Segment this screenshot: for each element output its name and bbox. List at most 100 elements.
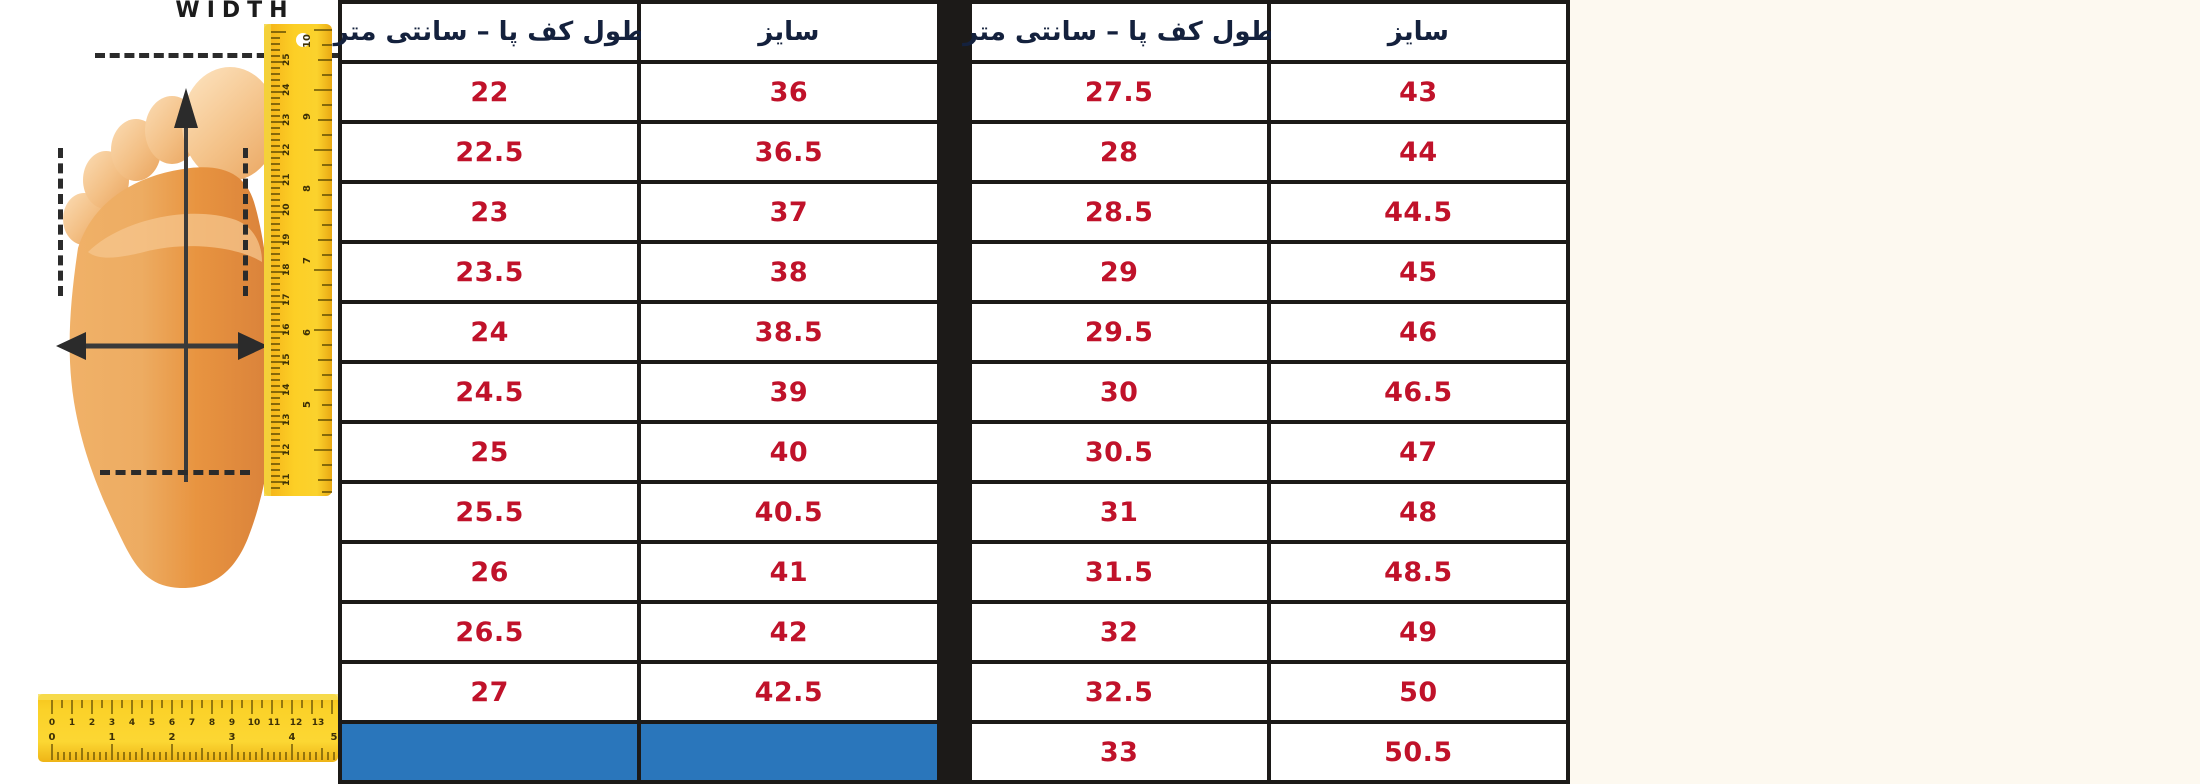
svg-text:6: 6 (169, 718, 175, 728)
cell-size: 48 (1270, 484, 1566, 540)
svg-text:12: 12 (290, 718, 303, 728)
cell-size: 38 (641, 244, 937, 300)
cell-size: 37 (641, 184, 937, 240)
svg-text:17: 17 (282, 293, 292, 306)
table-row: 23 37 (342, 184, 937, 240)
cell-size: 36 (641, 64, 937, 120)
vertical-ruler-icon: 25 24 23 22 21 20 19 18 17 16 15 14 13 1… (264, 24, 332, 496)
table-row: 31.5 48.5 (971, 544, 1566, 600)
cell-foot-length: 24.5 (342, 364, 638, 420)
cell-foot-length: 23 (342, 184, 638, 240)
cell-foot-length: 31.5 (971, 544, 1267, 600)
cell-foot-length: 30.5 (971, 424, 1267, 480)
foot-sole-icon (56, 67, 278, 589)
svg-text:15: 15 (282, 353, 292, 366)
width-label: WIDTH (175, 0, 295, 23)
foot-graphic (40, 52, 340, 672)
table-header-row: طول کف پا – سانتی متر سایز (963, 4, 1566, 60)
cell-size: 48.5 (1270, 544, 1566, 600)
svg-text:4: 4 (129, 718, 135, 728)
table-row: 30.5 47 (971, 424, 1566, 480)
svg-text:19: 19 (282, 233, 292, 246)
cell-size: 45 (1270, 244, 1566, 300)
cell-size: 40.5 (641, 484, 937, 540)
header-size: سایز (641, 4, 937, 60)
table-row: 22 36 (342, 64, 937, 120)
cell-foot-length: 25 (342, 424, 638, 480)
cell-foot-length: 32.5 (971, 664, 1267, 720)
svg-text:23: 23 (282, 113, 292, 126)
cell-foot-length: 28.5 (971, 184, 1267, 240)
cell-size: 42.5 (641, 664, 937, 720)
table-row: 29 45 (971, 244, 1566, 300)
table-row: 28.5 44.5 (971, 184, 1566, 240)
cell-size: 41 (641, 544, 937, 600)
svg-text:14: 14 (282, 383, 292, 396)
cell-size: 46 (1270, 304, 1566, 360)
cell-foot-length: 30 (971, 364, 1267, 420)
svg-text:8: 8 (302, 185, 313, 192)
svg-text:0: 0 (49, 718, 55, 728)
size-table-left: طول کف پا – سانتی متر سایز 22 36 22.5 36.5 23 3… (334, 0, 941, 784)
table-row: 31 48 (971, 484, 1566, 540)
heel-guide-dashed-line (100, 470, 250, 475)
highlight-cell (342, 724, 638, 780)
toe-guide-dashed-line (95, 53, 355, 58)
svg-text:1: 1 (69, 718, 75, 728)
svg-text:3: 3 (109, 718, 115, 728)
highlight-cell (641, 724, 937, 780)
table-row: 29.5 46 (971, 304, 1566, 360)
svg-text:0: 0 (49, 732, 56, 743)
table-row: 27.5 43 (971, 64, 1566, 120)
header-foot-length: طول کف پا – سانتی متر (334, 4, 646, 60)
svg-text:5: 5 (302, 401, 313, 408)
svg-text:7: 7 (302, 257, 313, 264)
header-foot-length: طول کف پا – سانتی متر (963, 4, 1275, 60)
cell-size: 46.5 (1270, 364, 1566, 420)
svg-text:4: 4 (289, 732, 296, 743)
page-right-margin (1570, 0, 2200, 784)
svg-text:1: 1 (109, 732, 116, 743)
table-row: 32 49 (971, 604, 1566, 660)
cell-size: 40 (641, 424, 937, 480)
cell-size: 50 (1270, 664, 1566, 720)
cell-foot-length: 25.5 (342, 484, 638, 540)
cell-foot-length: 27 (342, 664, 638, 720)
svg-text:20: 20 (282, 203, 292, 216)
table-header-row: طول کف پا – سانتی متر سایز (334, 4, 937, 60)
svg-text:3: 3 (229, 732, 236, 743)
cell-foot-length: 23.5 (342, 244, 638, 300)
svg-text:8: 8 (209, 718, 215, 728)
table-row: 30 46.5 (971, 364, 1566, 420)
cell-size: 47 (1270, 424, 1566, 480)
size-table-right: طول کف پا – سانتی متر سایز 27.5 43 28 44 28.5 4… (963, 0, 1570, 784)
svg-text:11: 11 (282, 473, 292, 486)
cell-size: 38.5 (641, 304, 937, 360)
svg-text:2: 2 (89, 718, 95, 728)
cell-foot-length: 28 (971, 124, 1267, 180)
table-row: 24.5 39 (342, 364, 937, 420)
cell-size: 39 (641, 364, 937, 420)
svg-text:10: 10 (248, 718, 261, 728)
cell-foot-length: 29.5 (971, 304, 1267, 360)
svg-text:21: 21 (282, 173, 292, 186)
cell-foot-length: 27.5 (971, 64, 1267, 120)
table-divider (940, 0, 968, 784)
svg-text:25: 25 (282, 53, 292, 66)
svg-text:12: 12 (282, 443, 292, 456)
cell-size: 49 (1270, 604, 1566, 660)
cell-foot-length: 22 (342, 64, 638, 120)
svg-text:5: 5 (331, 732, 338, 743)
table-row: 33 50.5 (971, 724, 1566, 780)
cell-size: 44 (1270, 124, 1566, 180)
svg-text:22: 22 (282, 143, 292, 156)
svg-text:6: 6 (302, 329, 313, 336)
size-tables: طول کف پا – سانتی متر سایز 22 36 22.5 36.5 23 3… (334, 0, 1570, 784)
svg-text:5: 5 (149, 718, 155, 728)
cell-foot-length: 32 (971, 604, 1267, 660)
table-row: 25.5 40.5 (342, 484, 937, 540)
svg-text:9: 9 (229, 718, 235, 728)
cell-foot-length: 22.5 (342, 124, 638, 180)
